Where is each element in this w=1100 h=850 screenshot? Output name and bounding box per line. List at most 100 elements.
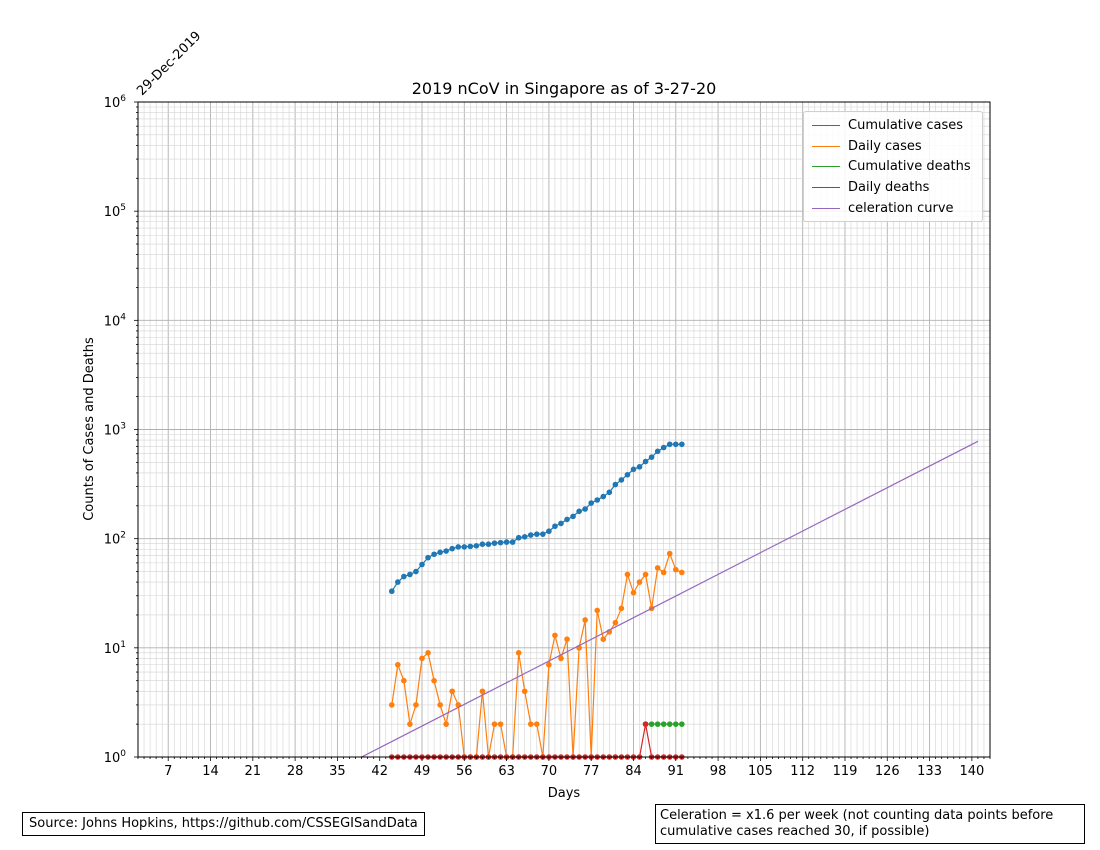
data-point xyxy=(419,655,425,662)
x-tick-label: 49 xyxy=(414,764,431,779)
data-point xyxy=(660,721,667,727)
data-point xyxy=(534,531,540,537)
data-point xyxy=(612,481,619,488)
x-tick-label: 105 xyxy=(748,764,773,779)
data-point xyxy=(491,540,498,546)
legend-item-daily-deaths: Daily deaths xyxy=(804,177,982,198)
data-point xyxy=(534,721,540,727)
data-point xyxy=(503,539,510,545)
legend-swatch xyxy=(812,124,840,126)
series-line xyxy=(361,440,979,758)
data-point xyxy=(606,489,613,496)
data-point xyxy=(624,471,631,478)
legend-swatch xyxy=(812,145,840,147)
celeration-note: Celeration = x1.6 per week (not counting… xyxy=(655,804,1085,844)
data-point xyxy=(437,549,443,556)
data-point xyxy=(618,605,625,612)
x-tick-label: 7 xyxy=(164,764,172,779)
x-tick-label: 70 xyxy=(541,764,558,779)
data-point xyxy=(552,632,558,639)
x-tick-label: 140 xyxy=(959,764,984,779)
data-point xyxy=(425,554,431,561)
x-tick-label: 56 xyxy=(456,764,473,779)
data-point xyxy=(672,721,679,727)
data-point xyxy=(401,573,407,580)
x-tick-label: 126 xyxy=(875,764,900,779)
legend-swatch xyxy=(812,187,840,189)
source-box: Source: Johns Hopkins, https://github.co… xyxy=(22,812,425,836)
data-point xyxy=(630,589,637,596)
data-point xyxy=(540,531,546,537)
data-point xyxy=(388,702,395,708)
legend-item-daily-cases: Daily cases xyxy=(804,136,982,157)
data-point xyxy=(636,464,643,470)
data-point xyxy=(642,721,649,727)
data-point xyxy=(558,520,564,527)
data-point xyxy=(515,650,522,656)
legend-item-celeration-curve: celeration curve xyxy=(804,198,982,219)
data-point xyxy=(479,688,486,695)
data-point xyxy=(672,566,679,573)
data-point xyxy=(642,458,649,465)
data-point xyxy=(636,579,643,585)
data-point xyxy=(527,532,534,538)
legend-label: Cumulative deaths xyxy=(848,159,971,175)
data-point xyxy=(413,702,419,708)
data-point xyxy=(515,534,522,541)
x-tick-label: 28 xyxy=(287,764,304,779)
data-point xyxy=(455,544,462,550)
data-point xyxy=(479,541,486,547)
data-point xyxy=(588,500,594,506)
legend-label: Cumulative cases xyxy=(848,117,963,133)
legend: Cumulative cases Daily cases Cumulative … xyxy=(803,111,983,222)
legend-item-cumulative-cases: Cumulative cases xyxy=(804,115,982,136)
legend-swatch xyxy=(812,208,840,210)
data-point xyxy=(485,541,492,547)
series-4 xyxy=(361,440,979,758)
data-point xyxy=(654,448,661,455)
y-axis-label: Counts of Cases and Deaths xyxy=(82,337,97,521)
y-tick-label: 100 xyxy=(104,749,127,766)
x-tick-label: 42 xyxy=(371,764,388,779)
data-point xyxy=(612,619,619,626)
data-point xyxy=(654,565,661,571)
series-0 xyxy=(388,441,685,595)
x-tick-label: 21 xyxy=(245,764,262,779)
data-point xyxy=(576,508,582,515)
data-point xyxy=(648,454,655,460)
data-point xyxy=(618,477,625,483)
data-point xyxy=(401,677,407,684)
data-point xyxy=(521,534,528,540)
data-point xyxy=(660,444,667,451)
data-point xyxy=(558,655,564,662)
data-point xyxy=(546,528,552,535)
x-tick-label: 133 xyxy=(917,764,942,779)
data-point xyxy=(582,506,588,512)
data-point xyxy=(648,721,655,727)
data-point xyxy=(679,569,685,576)
ticks: 7 14 21 28 35 42 49 56 63 70 77 84 91 98 105 112 119 126 1… xyxy=(104,94,991,779)
data-point xyxy=(388,588,395,595)
data-point xyxy=(419,561,425,568)
data-point xyxy=(431,551,437,558)
y-tick-label: 104 xyxy=(104,312,127,329)
data-point xyxy=(449,688,456,695)
data-point xyxy=(413,568,419,575)
legend-swatch xyxy=(812,166,840,168)
data-point xyxy=(600,636,607,642)
x-tick-label: 112 xyxy=(790,764,815,779)
legend-label: celeration curve xyxy=(848,201,954,217)
chart-title: 2019 nCoV in Singapore as of 3-27-20 xyxy=(412,79,717,98)
data-point xyxy=(570,513,576,520)
data-point xyxy=(449,545,456,552)
data-point xyxy=(666,721,673,727)
x-tick-label: 35 xyxy=(329,764,346,779)
data-point xyxy=(666,550,673,557)
data-point xyxy=(407,721,413,727)
data-point xyxy=(521,688,528,695)
data-point xyxy=(425,650,431,656)
x-tick-label: 84 xyxy=(625,764,642,779)
data-point xyxy=(564,516,570,523)
data-point xyxy=(491,721,498,727)
y-tick-label: 101 xyxy=(104,640,126,657)
